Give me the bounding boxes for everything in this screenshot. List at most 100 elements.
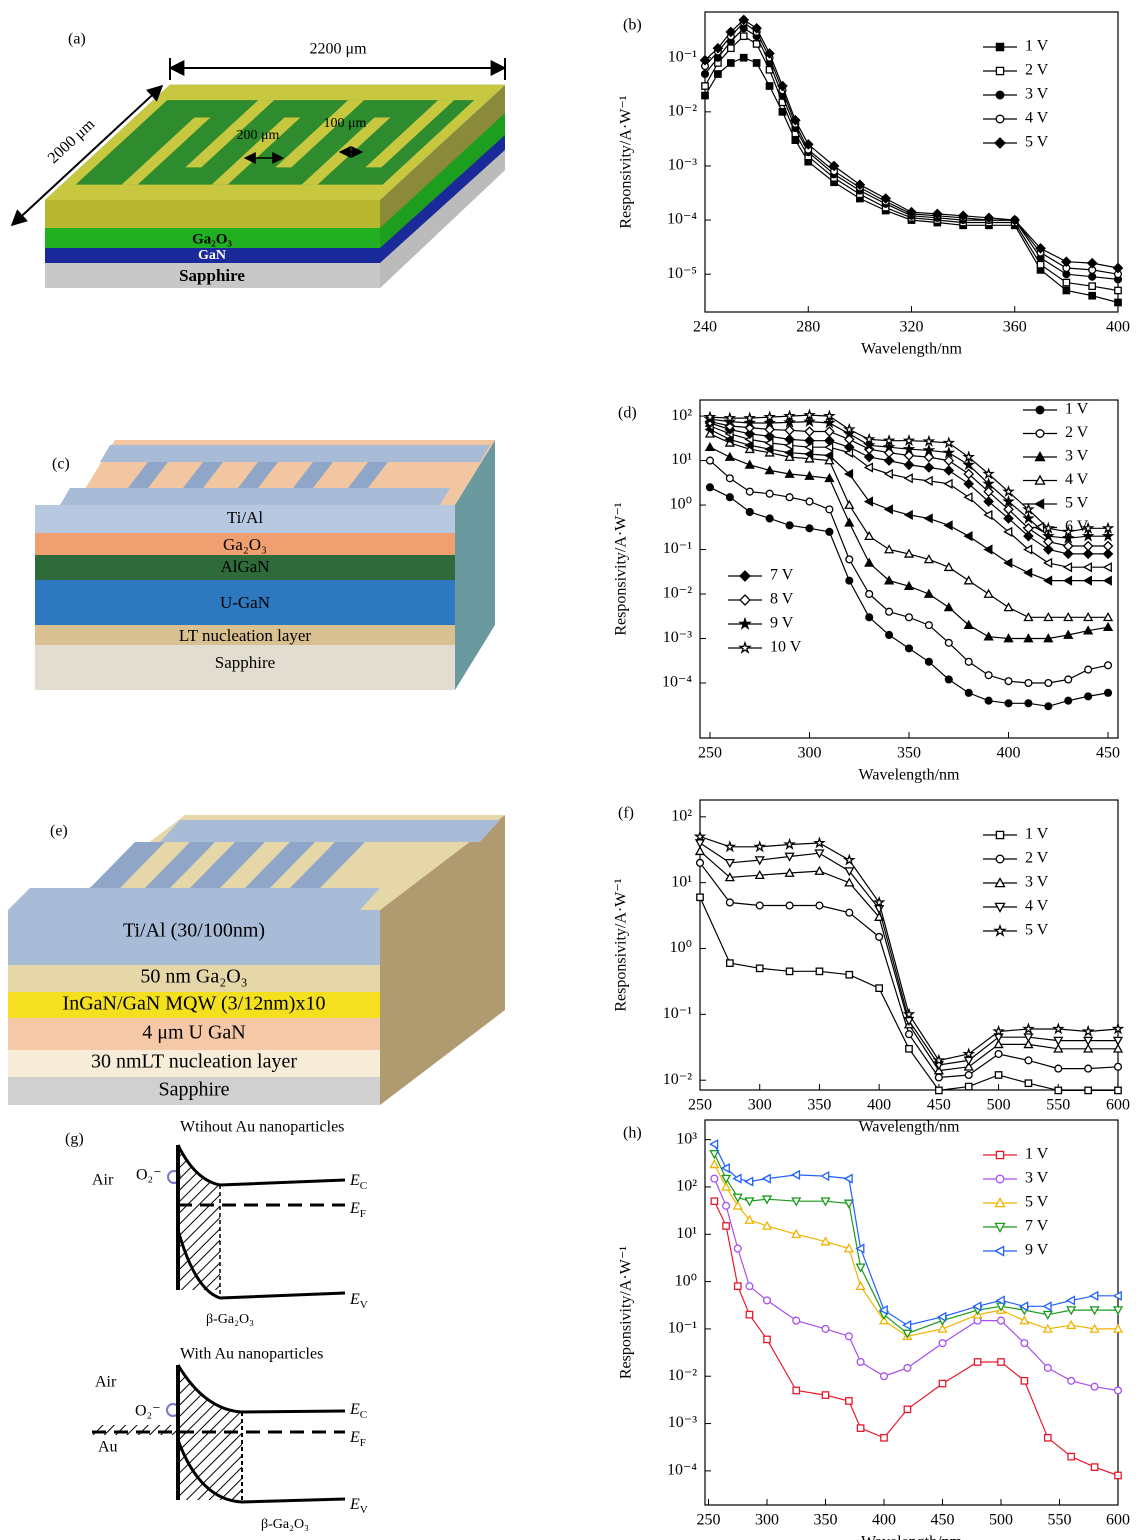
marker [726,899,733,906]
marker [746,488,753,495]
marker [1067,1296,1074,1304]
marker [965,532,972,540]
marker [793,1387,799,1393]
marker [766,490,773,497]
marker [965,577,973,584]
marker [996,855,1004,863]
layer-label: GaN [198,248,226,263]
y-tick-label: 10⁻² [668,1367,697,1384]
marker [1044,1302,1051,1310]
marker [806,498,813,505]
marker [723,1202,730,1209]
marker [885,436,894,444]
marker [726,494,733,501]
marker [1104,542,1113,551]
legend-label: 5 V [1065,495,1089,512]
y-tick-label: 10¹ [671,873,692,890]
marker [1115,287,1121,293]
x-tick-label: 550 [1048,1512,1072,1529]
band-title: With Au nanoparticles [180,1346,323,1363]
legend-label: 5 V [1025,134,1049,151]
marker [926,622,933,629]
marker [722,1164,729,1172]
marker [904,1406,910,1412]
layer-label: Sapphire [179,266,245,285]
level-label: EV [349,1496,368,1516]
marker [886,608,893,615]
marker [822,1326,829,1333]
y-axis-label: Responsivity/A·W⁻¹ [618,1246,635,1379]
material-label: β-Ga₂O₃ [261,1517,309,1532]
marker [985,672,992,679]
ambient-label: Air [95,1374,117,1391]
marker [995,1072,1001,1078]
y-axis-label: Responsivity/A·W⁻¹ [618,95,635,228]
marker [857,1282,865,1289]
electrode [100,445,490,462]
marker [1084,542,1093,551]
marker [846,556,853,563]
marker [741,33,747,39]
panel-label: (d) [618,405,637,422]
panel-label: (a) [68,31,86,48]
marker [1089,273,1096,280]
level-label: EC [349,1172,367,1192]
x-tick-label: 250 [697,1512,721,1529]
marker [697,894,703,900]
marker [845,501,853,508]
marker [793,1317,800,1324]
marker [1005,603,1013,610]
marker [1025,1080,1031,1086]
x-tick-label: 240 [693,319,717,336]
marker [786,968,792,974]
marker [1045,1435,1051,1441]
marker [1020,1317,1028,1324]
marker [1024,1024,1033,1032]
x-tick-label: 500 [989,1512,1013,1529]
marker [826,506,833,513]
y-tick-label: 10⁻¹ [668,1320,697,1337]
marker [1104,563,1111,571]
marker [1025,680,1032,687]
x-tick-label: 400 [872,1512,896,1529]
marker [925,477,932,485]
marker [1091,1464,1097,1470]
layer-label: Ti/Al (30/100nm) [123,920,265,942]
x-tick-label: 280 [796,319,820,336]
marker [905,474,912,482]
marker [1115,1063,1122,1070]
marker [985,590,993,597]
marker [702,71,709,78]
marker [1084,577,1091,585]
marker [792,1171,799,1179]
series-line [705,36,1118,290]
x-tick-label: 450 [927,1097,951,1114]
y-axis-label: Responsivity/A·W⁻¹ [613,502,630,635]
marker [939,1340,946,1347]
marker [741,55,747,61]
marker [785,840,794,848]
marker [996,67,1003,74]
marker [945,639,952,646]
x-tick-label: 500 [987,1097,1011,1114]
marker [1036,430,1044,438]
marker [846,909,853,916]
marker [1091,1292,1098,1300]
marker [876,934,883,941]
marker [995,926,1005,935]
x-tick-label: 300 [748,1097,772,1114]
layer-label: InGaN/GaN MQW (3/12nm)x10 [63,993,326,1015]
y-tick-label: 10⁻⁴ [662,674,692,691]
marker [846,577,853,584]
marker [745,1178,752,1186]
marker [1068,1377,1075,1384]
y-tick-label: 10¹ [671,451,692,468]
marker [766,83,772,89]
diagram-g: (g) Wtihout Au nanoparticles Air O₂⁻ EC … [65,1119,368,1533]
marker [857,1359,864,1366]
marker [1085,666,1092,673]
marker [710,1160,718,1167]
band-title: Wtihout Au nanoparticles [180,1119,344,1136]
y-tick-label: 10² [671,807,692,824]
y-tick-label: 10⁻¹ [663,540,692,557]
